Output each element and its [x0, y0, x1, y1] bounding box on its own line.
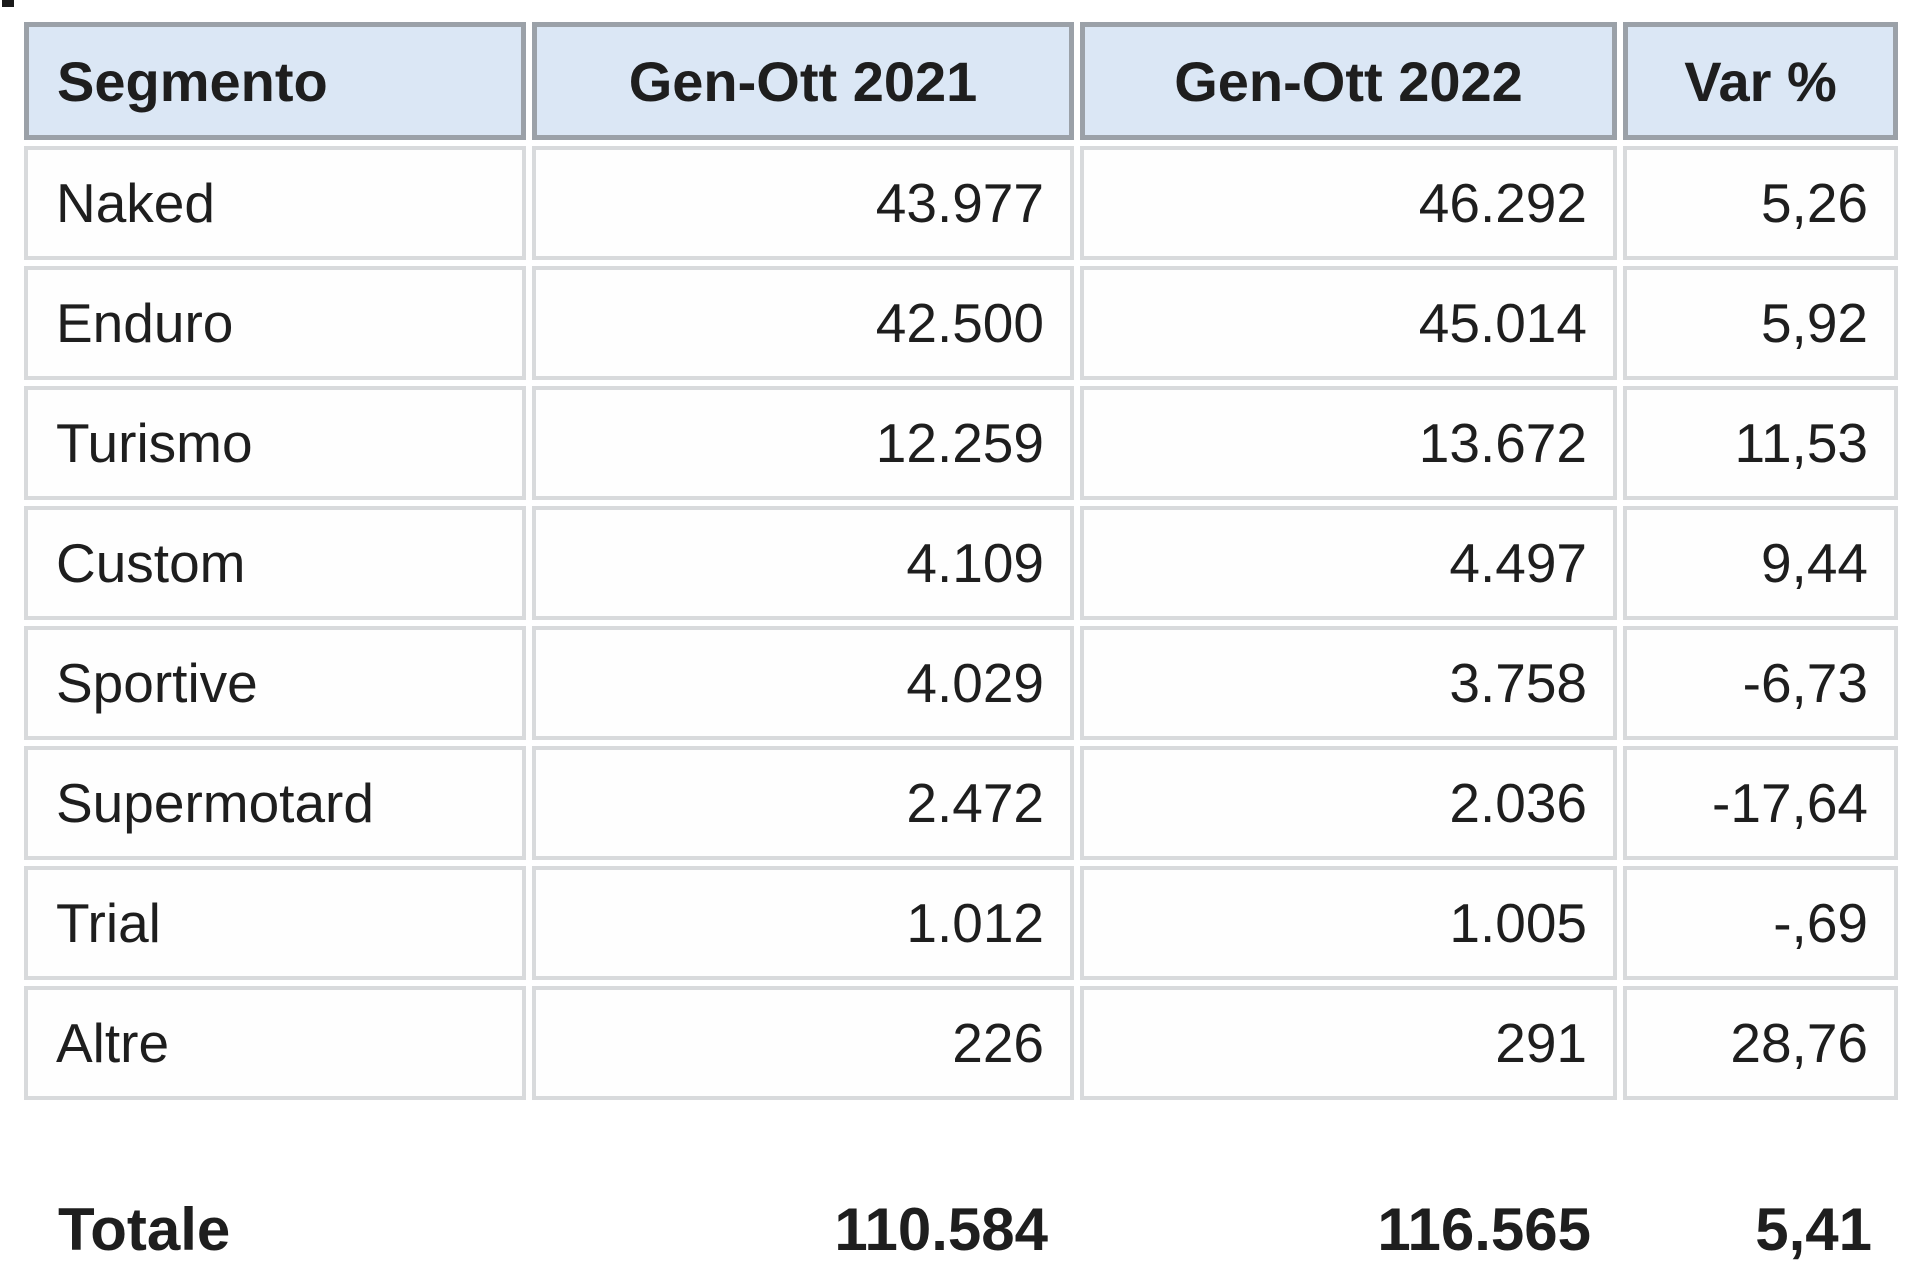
segment-cell: Enduro: [24, 266, 526, 380]
value-2021-cell: 2.472: [532, 746, 1074, 860]
table-row: Turismo 12.259 13.672 11,53: [24, 386, 1898, 500]
var-pct-cell: 28,76: [1623, 986, 1898, 1100]
value-2021-cell: 4.029: [532, 626, 1074, 740]
var-pct-cell: -,69: [1623, 866, 1898, 980]
value-2022-cell: 46.292: [1080, 146, 1617, 260]
value-2022-cell: 45.014: [1080, 266, 1617, 380]
table-header-row: Segmento Gen-Ott 2021 Gen-Ott 2022 Var %: [24, 22, 1898, 140]
column-header-gen-ott-2022: Gen-Ott 2022: [1080, 22, 1617, 140]
column-header-var-pct: Var %: [1623, 22, 1898, 140]
total-label: Totale: [58, 1195, 231, 1263]
totals-row: Totale 110.584 116.565 5,41: [18, 1168, 1904, 1288]
value-2021-cell: 1.012: [532, 866, 1074, 980]
value-2022-cell: 1.005: [1080, 866, 1617, 980]
var-pct-cell: 9,44: [1623, 506, 1898, 620]
var-pct-cell: 5,92: [1623, 266, 1898, 380]
value-2022-cell: 291: [1080, 986, 1617, 1100]
var-pct-cell: 11,53: [1623, 386, 1898, 500]
segment-cell: Sportive: [24, 626, 526, 740]
table-row: Naked 43.977 46.292 5,26: [24, 146, 1898, 260]
segment-cell: Custom: [24, 506, 526, 620]
var-pct-cell: 5,26: [1623, 146, 1898, 260]
total-2021-value: 110.584: [834, 1195, 1048, 1263]
segment-cell: Naked: [24, 146, 526, 260]
segment-cell: Altre: [24, 986, 526, 1100]
value-2021-cell: 4.109: [532, 506, 1074, 620]
value-2021-cell: 12.259: [532, 386, 1074, 500]
var-pct-cell: -17,64: [1623, 746, 1898, 860]
column-header-gen-ott-2021: Gen-Ott 2021: [532, 22, 1074, 140]
segments-table: Segmento Gen-Ott 2021 Gen-Ott 2022 Var %…: [18, 16, 1904, 1106]
value-2022-cell: 13.672: [1080, 386, 1617, 500]
column-header-segmento: Segmento: [24, 22, 526, 140]
table-row: Custom 4.109 4.497 9,44: [24, 506, 1898, 620]
segment-cell: Supermotard: [24, 746, 526, 860]
table-row: Supermotard 2.472 2.036 -17,64: [24, 746, 1898, 860]
var-pct-cell: -6,73: [1623, 626, 1898, 740]
segment-cell: Trial: [24, 866, 526, 980]
segment-cell: Turismo: [24, 386, 526, 500]
total-2022-value: 116.565: [1377, 1195, 1591, 1263]
crop-artifact: [2, 0, 14, 7]
value-2022-cell: 2.036: [1080, 746, 1617, 860]
total-var-pct: 5,41: [1755, 1195, 1872, 1263]
value-2022-cell: 4.497: [1080, 506, 1617, 620]
value-2021-cell: 43.977: [532, 146, 1074, 260]
value-2021-cell: 226: [532, 986, 1074, 1100]
value-2022-cell: 3.758: [1080, 626, 1617, 740]
table-row: Trial 1.012 1.005 -,69: [24, 866, 1898, 980]
table-row: Sportive 4.029 3.758 -6,73: [24, 626, 1898, 740]
table-row: Altre 226 291 28,76: [24, 986, 1898, 1100]
table-row: Enduro 42.500 45.014 5,92: [24, 266, 1898, 380]
value-2021-cell: 42.500: [532, 266, 1074, 380]
